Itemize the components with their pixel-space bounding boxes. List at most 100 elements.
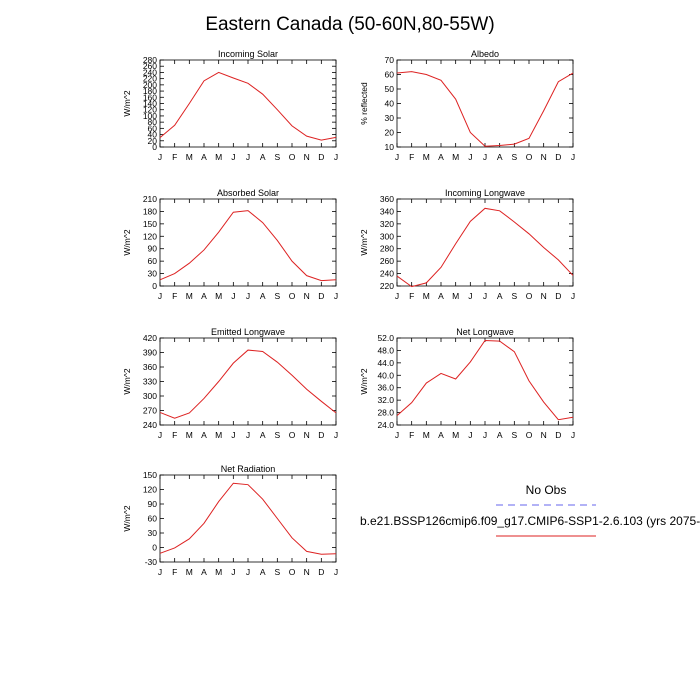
y-tick-label: 36.0	[377, 383, 394, 393]
x-tick-label: O	[289, 430, 296, 440]
panel-title: Incoming Longwave	[445, 188, 525, 198]
x-tick-label: M	[186, 152, 193, 162]
x-tick-label: F	[409, 291, 414, 301]
x-tick-label: M	[215, 567, 222, 577]
y-tick-label: 240	[380, 269, 394, 279]
legend-model-label: b.e21.BSSP126cmip6.f09_g17.CMIP6-SSP1-2.…	[360, 514, 700, 528]
x-tick-label: A	[260, 152, 266, 162]
x-tick-label: D	[318, 152, 324, 162]
y-tick-label: 60	[148, 123, 158, 133]
y-tick-label: 120	[143, 231, 157, 241]
x-tick-label: M	[186, 567, 193, 577]
x-tick-label: J	[395, 430, 399, 440]
x-tick-label: O	[289, 567, 296, 577]
y-tick-label: 200	[143, 80, 157, 90]
y-tick-label: 40	[148, 130, 158, 140]
x-tick-label: J	[483, 291, 487, 301]
x-tick-label: M	[423, 152, 430, 162]
x-tick-label: N	[541, 430, 547, 440]
x-tick-label: O	[289, 291, 296, 301]
x-tick-label: J	[231, 291, 235, 301]
x-tick-label: S	[511, 152, 517, 162]
x-tick-label: A	[438, 152, 444, 162]
x-tick-label: A	[260, 430, 266, 440]
x-tick-label: A	[260, 291, 266, 301]
x-tick-label: O	[526, 430, 533, 440]
y-tick-label: 40.0	[377, 370, 394, 380]
x-tick-label: A	[438, 430, 444, 440]
y-tick-label: 52.0	[377, 333, 394, 343]
plot-frame	[396, 198, 574, 287]
x-tick-label: N	[541, 291, 547, 301]
panel-title: Incoming Solar	[218, 49, 278, 59]
x-tick-label: O	[526, 291, 533, 301]
panel-title: Absorbed Solar	[217, 188, 279, 198]
y-tick-label: 20	[385, 128, 395, 138]
y-tick-label: 270	[143, 406, 157, 416]
x-tick-label: J	[231, 152, 235, 162]
x-tick-label: M	[452, 291, 459, 301]
x-tick-label: O	[526, 152, 533, 162]
y-tick-label: 30	[385, 113, 395, 123]
x-tick-label: S	[274, 152, 280, 162]
y-tick-label: 10	[385, 142, 395, 152]
x-tick-label: A	[201, 152, 207, 162]
series-line	[159, 71, 337, 141]
x-tick-label: J	[468, 430, 472, 440]
x-tick-label: F	[409, 430, 414, 440]
y-axis-label: W/m^2	[359, 229, 369, 255]
y-tick-label: 90	[148, 499, 158, 509]
x-tick-label: D	[318, 291, 324, 301]
x-tick-label: F	[172, 152, 177, 162]
plot-frame	[159, 337, 337, 426]
x-tick-label: D	[555, 291, 561, 301]
y-tick-label: 90	[148, 244, 158, 254]
x-tick-label: J	[158, 152, 162, 162]
y-tick-label: 210	[143, 194, 157, 204]
x-tick-label: S	[511, 430, 517, 440]
y-tick-label: 360	[143, 362, 157, 372]
y-tick-label: 340	[380, 206, 394, 216]
plot-frame	[396, 59, 574, 148]
y-tick-label: 180	[143, 206, 157, 216]
x-tick-label: S	[274, 567, 280, 577]
y-tick-label: 70	[385, 55, 395, 65]
y-tick-label: 0	[152, 142, 157, 152]
y-tick-label: 28.0	[377, 408, 394, 418]
x-tick-label: S	[511, 291, 517, 301]
series-line	[159, 349, 337, 419]
panel-title: Albedo	[471, 49, 499, 59]
x-tick-label: M	[215, 430, 222, 440]
y-tick-label: 120	[143, 105, 157, 115]
y-tick-label: 40	[385, 99, 395, 109]
y-tick-label: 220	[143, 74, 157, 84]
x-tick-label: J	[395, 152, 399, 162]
x-tick-label: J	[334, 152, 338, 162]
x-tick-label: J	[246, 567, 250, 577]
y-tick-label: 260	[143, 61, 157, 71]
x-tick-label: A	[438, 291, 444, 301]
x-tick-label: D	[555, 152, 561, 162]
x-tick-label: N	[304, 152, 310, 162]
x-tick-label: A	[497, 430, 503, 440]
x-tick-label: J	[246, 291, 250, 301]
x-tick-label: S	[274, 430, 280, 440]
y-tick-label: 220	[380, 281, 394, 291]
x-tick-label: J	[468, 291, 472, 301]
y-tick-label: 150	[143, 219, 157, 229]
y-tick-label: 20	[148, 136, 158, 146]
x-tick-label: M	[186, 291, 193, 301]
y-axis-label: W/m^2	[122, 229, 132, 255]
x-tick-label: J	[158, 430, 162, 440]
y-axis-label: W/m^2	[122, 505, 132, 531]
y-tick-label: 300	[380, 231, 394, 241]
x-tick-label: A	[497, 152, 503, 162]
y-tick-label: 330	[143, 377, 157, 387]
x-tick-label: J	[571, 291, 575, 301]
series-line	[396, 71, 574, 147]
